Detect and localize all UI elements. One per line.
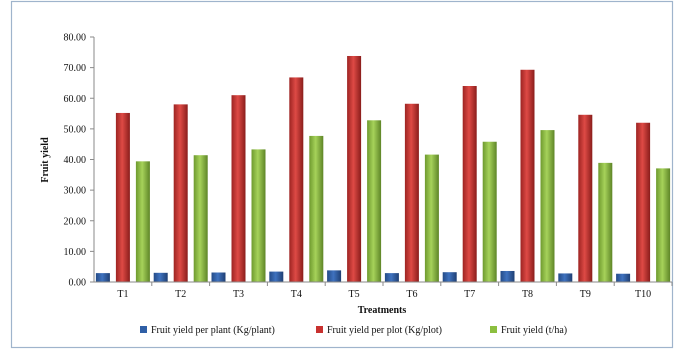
bar-t9-series-2 — [578, 114, 593, 282]
y-tick-label: 60.00 — [64, 94, 87, 105]
bar-t3-series-2 — [231, 95, 246, 282]
bar-t1-series-2 — [115, 112, 130, 282]
x-tick-label-t5: T5 — [349, 289, 360, 300]
x-tick-label-t3: T3 — [233, 289, 244, 300]
bar-t8-series-3 — [540, 130, 555, 282]
y-tick-label: 80.00 — [64, 33, 87, 44]
y-tick-label: 70.00 — [64, 63, 87, 74]
y-tick-label: 30.00 — [64, 186, 87, 197]
bar-t8-series-2 — [520, 69, 535, 282]
y-axis: 0.00 10.00 20.00 30.00 40.00 50.00 60.00 70.00 8… — [64, 33, 95, 289]
bar-t6-series-3 — [424, 154, 439, 282]
y-tick-label: 10.00 — [64, 247, 87, 258]
bar-t6-series-2 — [404, 103, 419, 282]
plot-area — [95, 55, 671, 282]
x-axis-title: Treatments — [358, 305, 407, 316]
x-tick-label-t1: T1 — [117, 289, 128, 300]
y-tick-label: 50.00 — [64, 124, 87, 135]
bar-t10-series-3 — [656, 168, 671, 282]
bar-t3-series-1 — [211, 272, 226, 282]
legend-swatch-3 — [490, 326, 497, 333]
x-tick-label-t6: T6 — [406, 289, 417, 300]
legend-label-1: Fruit yield per plant (Kg/plant) — [151, 325, 275, 336]
legend-label-2: Fruit yield per plot (Kg/plot) — [327, 325, 442, 336]
bar-t9-series-3 — [598, 162, 613, 282]
legend-label-3: Fruit yield (t/ha) — [501, 325, 567, 336]
x-tick-label-t8: T8 — [522, 289, 533, 300]
bar-t5-series-3 — [367, 120, 382, 282]
bar-t8-series-1 — [500, 270, 515, 282]
bar-t7-series-3 — [482, 141, 497, 282]
bar-t2-series-3 — [193, 155, 208, 282]
bar-t6-series-1 — [384, 273, 399, 282]
bar-t7-series-2 — [462, 86, 477, 282]
bar-t5-series-2 — [347, 55, 362, 282]
bar-t2-series-1 — [153, 272, 168, 282]
bar-t1-series-3 — [135, 161, 150, 282]
bar-t4-series-2 — [289, 77, 304, 282]
x-tick-label-t2: T2 — [175, 289, 186, 300]
y-axis-title: Fruit yield — [40, 137, 51, 183]
bar-t1-series-1 — [95, 273, 110, 282]
legend-swatch-1 — [140, 326, 147, 333]
bar-t9-series-1 — [558, 273, 573, 282]
x-tick-label-t7: T7 — [464, 289, 475, 300]
figure-border — [10, 0, 674, 349]
bar-t3-series-3 — [251, 149, 266, 282]
x-tick-label-t4: T4 — [291, 289, 302, 300]
y-tick-label: 20.00 — [64, 216, 87, 227]
x-tick-label-t10: T10 — [635, 289, 651, 300]
bar-t2-series-2 — [173, 104, 188, 282]
x-axis: T1 T2 T3 T4 T5 T6 T7 T8 T9 T10 — [94, 281, 673, 300]
y-tick-label: 0.00 — [69, 278, 87, 289]
bar-t4-series-1 — [269, 271, 284, 282]
bar-t10-series-2 — [636, 122, 651, 282]
legend: Fruit yield per plant (Kg/plant) Fruit yi… — [140, 325, 567, 336]
bar-t10-series-1 — [616, 273, 631, 282]
legend-swatch-2 — [316, 326, 323, 333]
x-tick-label-t9: T9 — [580, 289, 591, 300]
bar-t7-series-1 — [442, 272, 457, 282]
bar-t5-series-1 — [327, 270, 342, 282]
y-tick-label: 40.00 — [64, 155, 87, 166]
bar-t4-series-3 — [309, 135, 324, 282]
